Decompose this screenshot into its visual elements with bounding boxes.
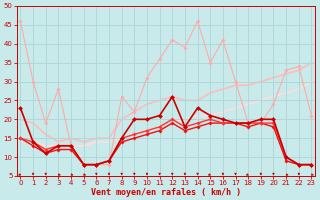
X-axis label: Vent moyen/en rafales ( km/h ): Vent moyen/en rafales ( km/h )	[91, 188, 241, 197]
